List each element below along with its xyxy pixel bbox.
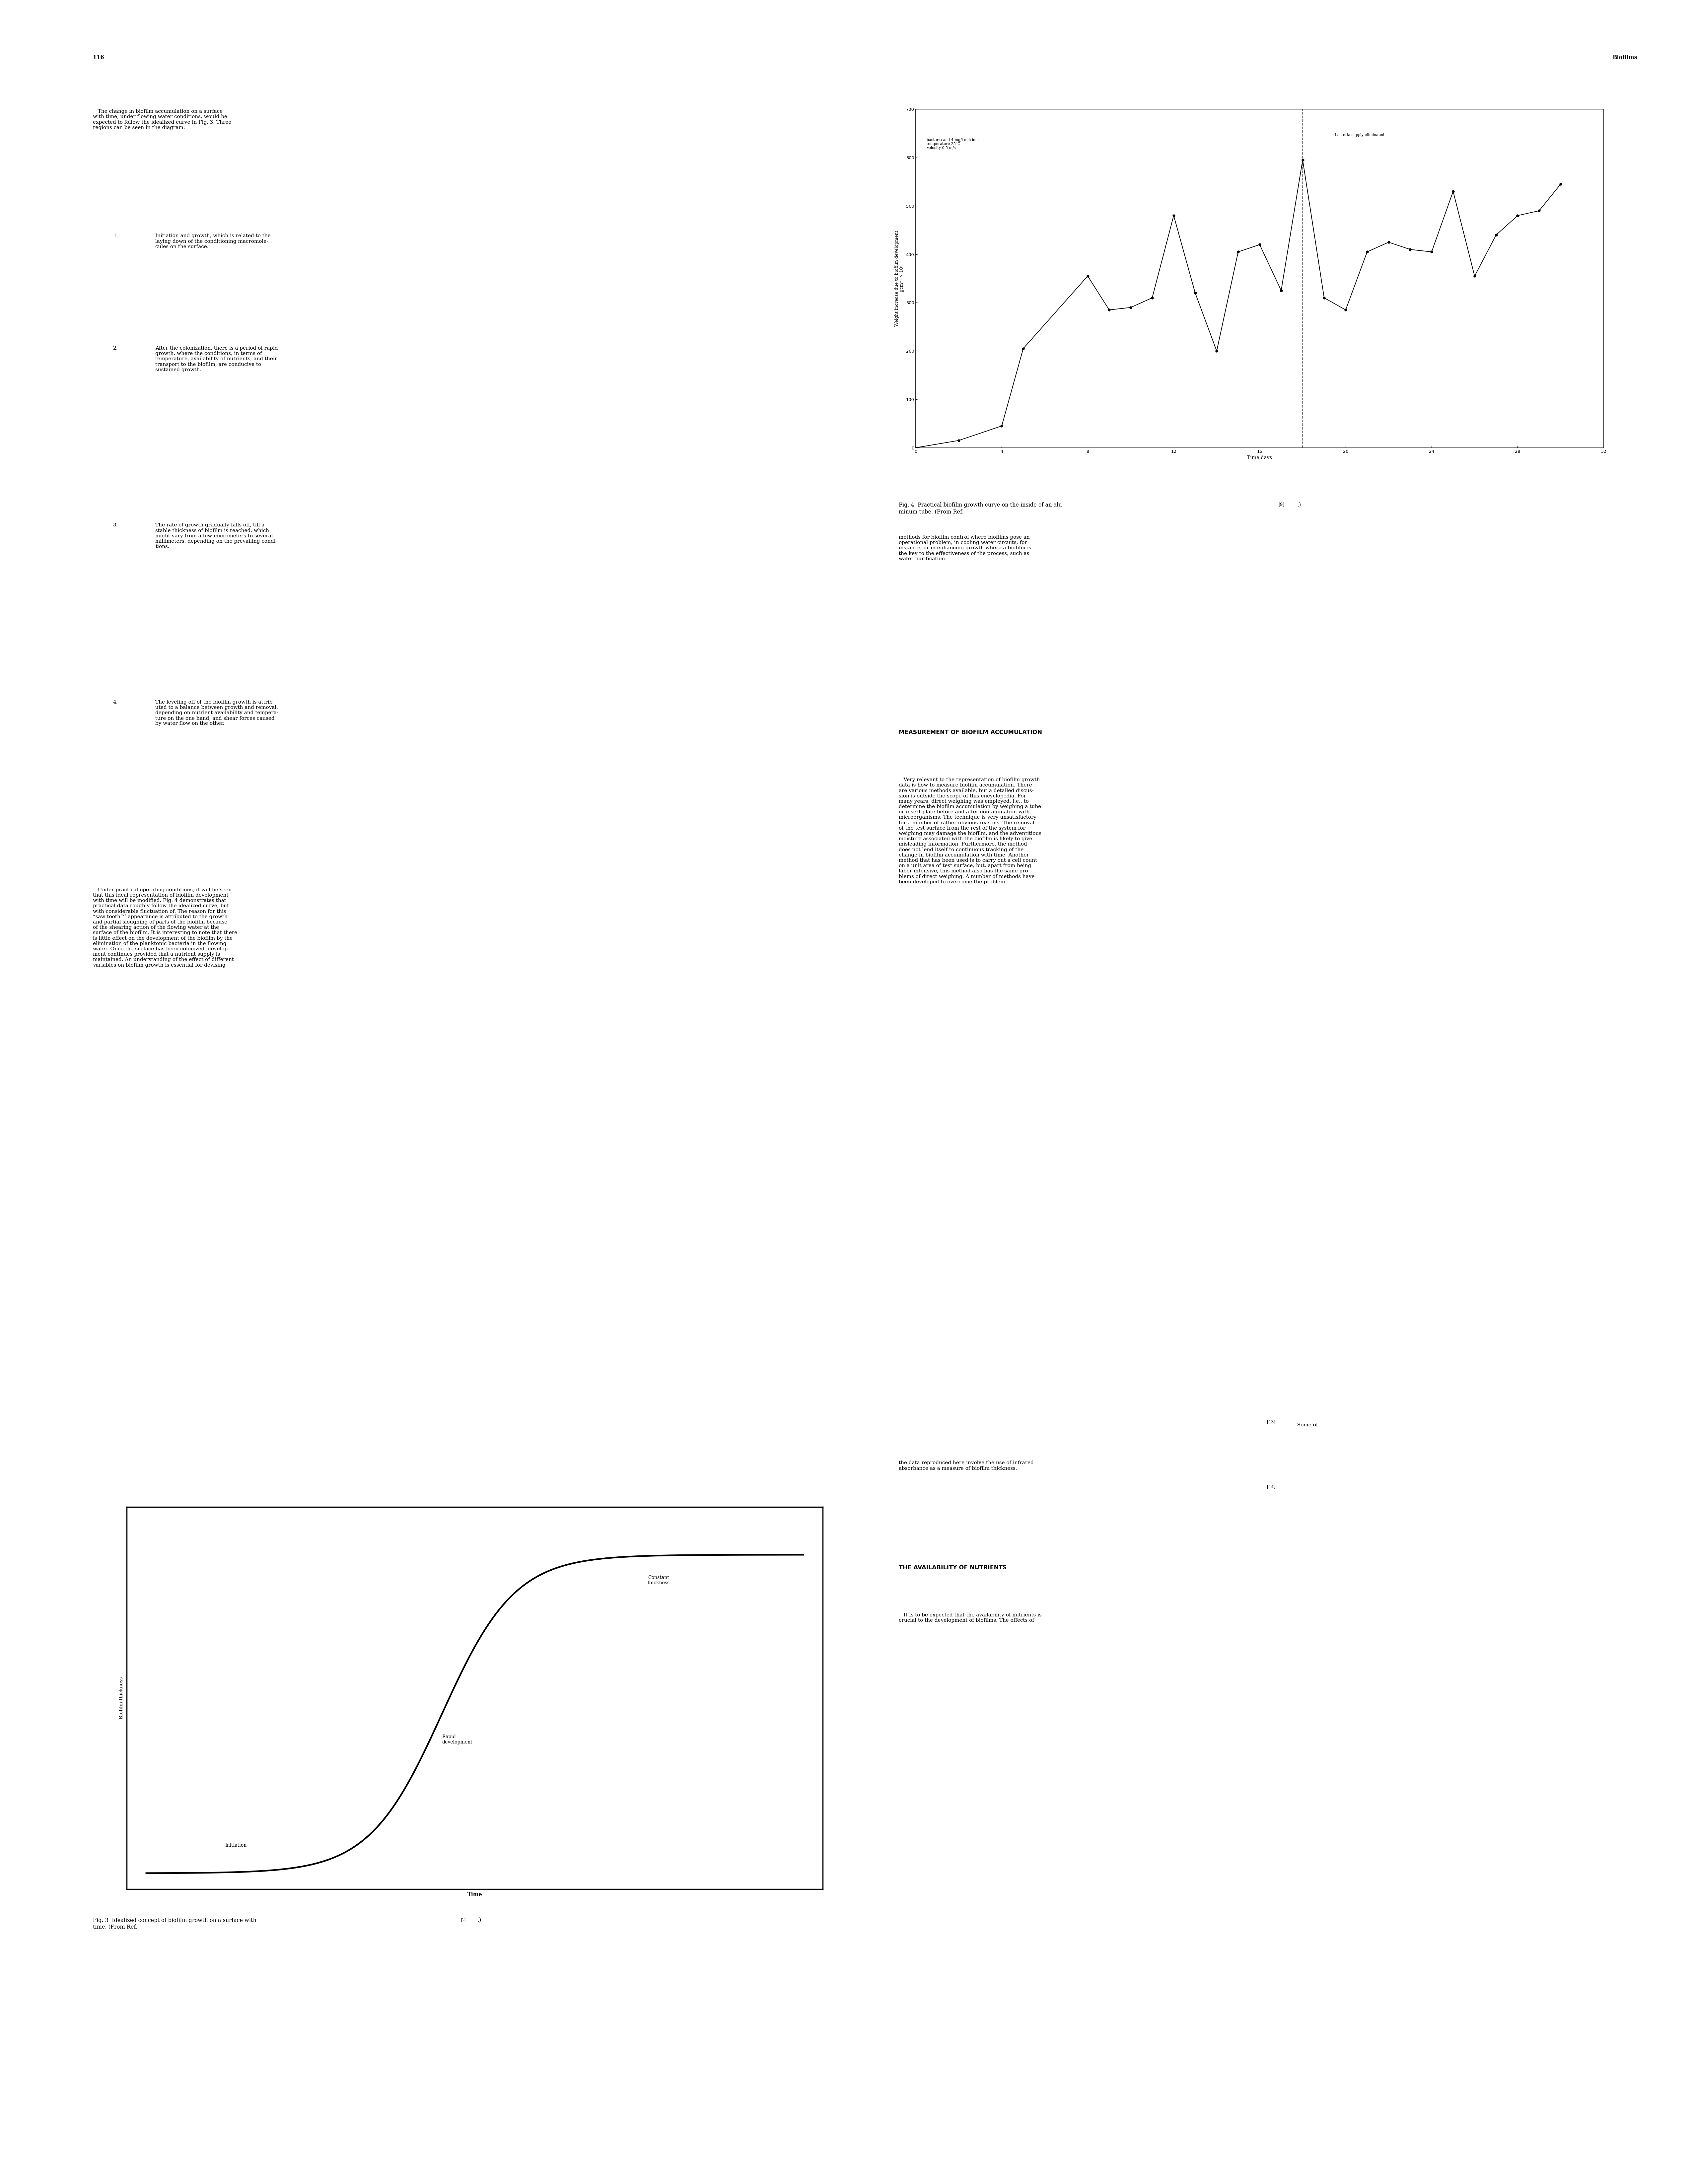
Text: The change in biofilm accumulation on a surface
with time, under flowing water c: The change in biofilm accumulation on a … xyxy=(93,109,231,131)
Text: 116: 116 xyxy=(93,55,105,61)
Text: .): .) xyxy=(478,1918,481,1924)
Text: [9]: [9] xyxy=(1280,502,1285,507)
Text: Fig. 4  Practical biofilm growth curve on the inside of an alu-
minum tube. (Fro: Fig. 4 Practical biofilm growth curve on… xyxy=(898,502,1063,515)
Text: MEASUREMENT OF BIOFILM ACCUMULATION: MEASUREMENT OF BIOFILM ACCUMULATION xyxy=(898,729,1041,736)
X-axis label: Time: Time xyxy=(468,1891,483,1898)
Text: Constant
thickness: Constant thickness xyxy=(648,1575,670,1586)
Text: THE AVAILABILITY OF NUTRIENTS: THE AVAILABILITY OF NUTRIENTS xyxy=(898,1564,1006,1570)
Text: It is to be expected that the availability of nutrients is
crucial to the develo: It is to be expected that the availabili… xyxy=(898,1612,1041,1623)
Text: methods for biofilm control where biofilms pose an
operational problem, in cooli: methods for biofilm control where biofil… xyxy=(898,535,1031,561)
X-axis label: Time days: Time days xyxy=(1247,456,1273,461)
Text: After the colonization, there is a period of rapid
growth, where the conditions,: After the colonization, there is a perio… xyxy=(155,345,279,371)
Text: [2]: [2] xyxy=(461,1918,468,1922)
Text: the data reproduced here involve the use of infrared
absorbance as a measure of : the data reproduced here involve the use… xyxy=(898,1461,1033,1470)
Text: Initiation: Initiation xyxy=(225,1843,246,1848)
Text: bacteria and 4 mg/l nutrient
temperature 25°C
velocity 0.5 m/s: bacteria and 4 mg/l nutrient temperature… xyxy=(927,138,979,149)
Text: .): .) xyxy=(1296,502,1301,509)
Text: 2.: 2. xyxy=(113,345,118,352)
Y-axis label: Biofilm thickness: Biofilm thickness xyxy=(120,1677,123,1719)
Text: 3.: 3. xyxy=(113,522,118,529)
Text: bacteria supply eliminated: bacteria supply eliminated xyxy=(1335,133,1384,138)
Text: The leveling off of the biofilm growth is attrib-
uted to a balance between grow: The leveling off of the biofilm growth i… xyxy=(155,699,279,725)
Text: Rapid
development: Rapid development xyxy=(442,1734,473,1745)
Text: [13]: [13] xyxy=(1266,1420,1274,1424)
Text: The rate of growth gradually falls off, till a
stable thickness of biofilm is re: The rate of growth gradually falls off, … xyxy=(155,522,277,548)
Text: Under practical operating conditions, it will be seen
that this ideal representa: Under practical operating conditions, it… xyxy=(93,887,238,968)
Text: 1.: 1. xyxy=(113,234,118,238)
Text: Fig. 3  Idealized concept of biofilm growth on a surface with
time. (From Ref.: Fig. 3 Idealized concept of biofilm grow… xyxy=(93,1918,257,1931)
Text: Biofilms: Biofilms xyxy=(1612,55,1637,61)
Text: Initiation and growth, which is related to the
laying down of the conditioning m: Initiation and growth, which is related … xyxy=(155,234,270,249)
Text: Some of: Some of xyxy=(1296,1422,1318,1428)
Y-axis label: Weight increase due to biofilm development
gcm⁻¹ × 10⁴: Weight increase due to biofilm developme… xyxy=(895,232,905,325)
Text: 4.: 4. xyxy=(113,699,118,705)
Text: Very relevant to the representation of biofilm growth
data is how to measure bio: Very relevant to the representation of b… xyxy=(898,778,1041,885)
Text: [14]: [14] xyxy=(1266,1485,1274,1489)
